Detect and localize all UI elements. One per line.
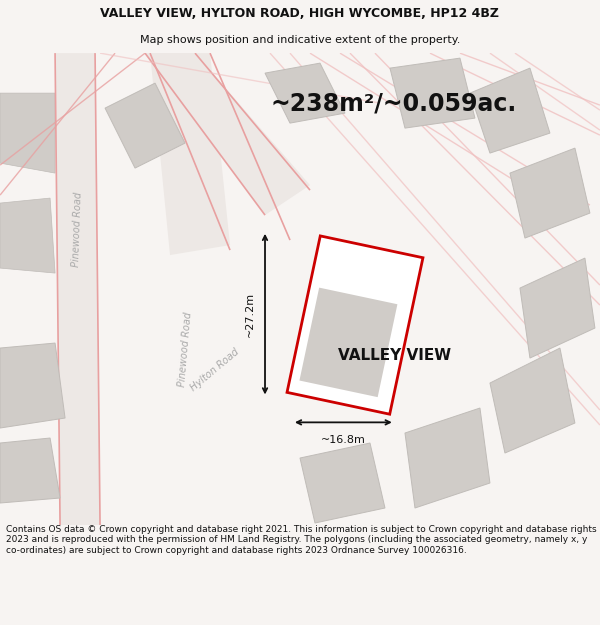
Polygon shape	[287, 236, 423, 414]
Polygon shape	[145, 53, 310, 215]
Polygon shape	[510, 148, 590, 238]
Polygon shape	[0, 93, 55, 173]
Text: Contains OS data © Crown copyright and database right 2021. This information is : Contains OS data © Crown copyright and d…	[6, 525, 596, 555]
Polygon shape	[105, 83, 185, 168]
Polygon shape	[0, 343, 65, 428]
Polygon shape	[265, 63, 345, 123]
Text: Pinewood Road: Pinewood Road	[177, 311, 193, 387]
Text: ~16.8m: ~16.8m	[321, 436, 366, 446]
Polygon shape	[0, 438, 60, 503]
Polygon shape	[490, 348, 575, 453]
Text: VALLEY VIEW, HYLTON ROAD, HIGH WYCOMBE, HP12 4BZ: VALLEY VIEW, HYLTON ROAD, HIGH WYCOMBE, …	[101, 7, 499, 20]
Text: Hylton Road: Hylton Road	[189, 347, 241, 393]
Polygon shape	[470, 68, 550, 153]
Polygon shape	[300, 443, 385, 523]
Polygon shape	[520, 258, 595, 358]
Polygon shape	[405, 408, 490, 508]
Polygon shape	[150, 53, 230, 255]
Text: VALLEY VIEW: VALLEY VIEW	[338, 348, 452, 362]
Polygon shape	[0, 198, 55, 273]
Text: ~238m²/~0.059ac.: ~238m²/~0.059ac.	[270, 91, 516, 115]
Polygon shape	[55, 53, 100, 525]
Text: Map shows position and indicative extent of the property.: Map shows position and indicative extent…	[140, 35, 460, 45]
Polygon shape	[390, 58, 475, 128]
Text: Pinewood Road: Pinewood Road	[71, 191, 83, 267]
Polygon shape	[299, 288, 397, 397]
Text: ~27.2m: ~27.2m	[245, 292, 255, 337]
